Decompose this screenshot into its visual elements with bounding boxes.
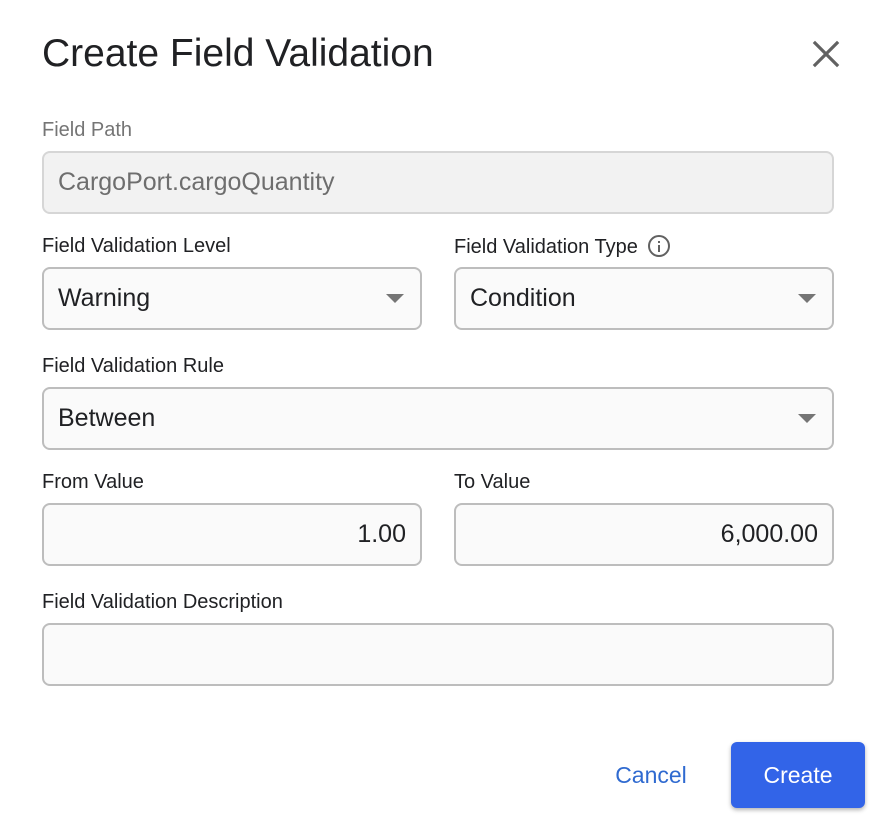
- dialog-title: Create Field Validation: [42, 32, 434, 75]
- validation-rule-value: Between: [58, 404, 156, 432]
- cancel-button[interactable]: Cancel: [615, 761, 687, 788]
- info-icon[interactable]: [647, 235, 670, 257]
- chevron-down-icon: [798, 294, 816, 303]
- to-value-text: 6,000.00: [720, 520, 818, 548]
- validation-type-value: Condition: [470, 284, 576, 312]
- from-value-label: From Value: [42, 471, 144, 493]
- create-button[interactable]: Create: [731, 742, 865, 808]
- validation-level-value: Warning: [58, 284, 151, 312]
- to-value-label: To Value: [454, 471, 531, 493]
- close-button[interactable]: [808, 36, 844, 72]
- description-label: Field Validation Description: [42, 591, 283, 613]
- from-value-input[interactable]: 1.00: [42, 503, 422, 566]
- validation-type-select[interactable]: Condition: [454, 267, 834, 330]
- description-input[interactable]: [42, 623, 834, 686]
- validation-level-label: Field Validation Level: [42, 235, 231, 257]
- validation-type-label-text: Field Validation Type: [454, 236, 638, 258]
- validation-rule-select[interactable]: Between: [42, 387, 834, 450]
- close-icon: [812, 40, 840, 68]
- to-value-input[interactable]: 6,000.00: [454, 503, 834, 566]
- chevron-down-icon: [386, 294, 404, 303]
- field-path-value: CargoPort.cargoQuantity: [58, 168, 335, 196]
- from-value-text: 1.00: [357, 520, 406, 548]
- field-path-input: CargoPort.cargoQuantity: [42, 151, 834, 214]
- validation-rule-label: Field Validation Rule: [42, 355, 224, 377]
- chevron-down-icon: [798, 414, 816, 423]
- validation-level-select[interactable]: Warning: [42, 267, 422, 330]
- field-path-label: Field Path: [42, 119, 133, 141]
- validation-type-label: Field Validation Type: [454, 235, 670, 259]
